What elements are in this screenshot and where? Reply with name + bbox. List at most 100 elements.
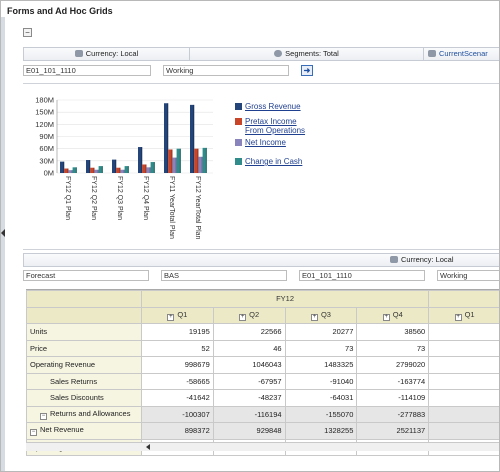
bar-shade bbox=[71, 170, 73, 173]
data-cell[interactable]: 19195 bbox=[140, 323, 214, 341]
row-header[interactable]: Units bbox=[26, 323, 142, 341]
y-tick-label: 180M bbox=[35, 96, 54, 105]
column-label: Q1 bbox=[177, 309, 188, 319]
expand-icon[interactable]: + bbox=[167, 313, 175, 321]
grid-table: FY12 + Q1 + Q2 + Q3 + Q4 + Q1 Units 19195 22566 2027… bbox=[26, 290, 499, 456]
data-cell[interactable]: 1483325 bbox=[284, 356, 358, 374]
go-button[interactable]: ➜ bbox=[301, 65, 313, 76]
data-cell[interactable]: 20277 bbox=[284, 323, 358, 341]
pov-segments[interactable]: Segments: Total bbox=[190, 48, 424, 60]
data-cell[interactable] bbox=[428, 405, 499, 423]
row-header[interactable]: Operating Revenue bbox=[26, 356, 142, 374]
bar-pretax-income-from-operations bbox=[168, 149, 173, 173]
collapse-left-icon[interactable] bbox=[1, 229, 5, 237]
data-cell[interactable] bbox=[428, 389, 499, 407]
scenario-select[interactable]: Forecast ▼ bbox=[23, 270, 149, 281]
pov-scenario[interactable]: CurrentScenar bbox=[428, 48, 499, 60]
expand-icon[interactable]: + bbox=[454, 313, 462, 321]
bar-pretax-income-from-operations bbox=[194, 148, 199, 173]
y-tick-label: 60M bbox=[39, 144, 54, 153]
data-cell[interactable]: 46 bbox=[212, 339, 286, 357]
data-cell[interactable]: 52 bbox=[140, 339, 214, 357]
dimension-icon bbox=[428, 50, 436, 57]
bar-gross-revenue bbox=[112, 159, 117, 173]
data-cell[interactable]: -91040 bbox=[284, 372, 358, 390]
collapse-icon[interactable]: − bbox=[40, 412, 47, 420]
column-label: Q4 bbox=[392, 309, 403, 319]
data-cell[interactable]: 2521137 bbox=[356, 422, 430, 440]
expand-icon[interactable]: + bbox=[239, 313, 247, 321]
legend-link[interactable]: Gross Revenue bbox=[245, 102, 301, 111]
data-cell[interactable]: 998679 bbox=[140, 356, 214, 374]
row-label: Sales Discounts bbox=[50, 393, 104, 403]
data-cell[interactable]: 1046043 bbox=[212, 356, 286, 374]
column-header-q2[interactable]: + Q2 bbox=[212, 306, 286, 324]
data-cell[interactable]: 38560 bbox=[356, 323, 430, 341]
bar-shade bbox=[119, 167, 121, 173]
bas-select[interactable]: BAS ▼ bbox=[161, 270, 287, 281]
column-header-q1[interactable]: + Q1 bbox=[140, 306, 214, 324]
left-splitter[interactable] bbox=[1, 17, 5, 471]
collapse-icon[interactable]: − bbox=[23, 28, 32, 37]
data-cell[interactable]: -100307 bbox=[140, 405, 214, 423]
data-cell[interactable]: 898372 bbox=[140, 422, 214, 440]
legend-swatch bbox=[235, 118, 242, 125]
column-header-q3[interactable]: + Q3 bbox=[284, 306, 358, 324]
bar-gross-revenue bbox=[60, 161, 65, 173]
year-header-next[interactable] bbox=[428, 290, 499, 308]
data-cell[interactable] bbox=[428, 372, 499, 390]
entity-select-bottom[interactable]: E01_101_1110 ▼ bbox=[299, 270, 425, 281]
data-cell[interactable]: 22566 bbox=[212, 323, 286, 341]
data-cell[interactable]: -163774 bbox=[356, 372, 430, 390]
x-tick-label: FY12 Q3 Plan bbox=[116, 176, 123, 220]
data-cell[interactable] bbox=[428, 339, 499, 357]
pov-currency[interactable]: Currency: Local bbox=[24, 48, 190, 60]
data-cell[interactable]: -48237 bbox=[212, 389, 286, 407]
data-cell[interactable]: 73 bbox=[356, 339, 430, 357]
legend-swatch bbox=[235, 103, 242, 110]
bar-shade bbox=[93, 167, 95, 173]
version-select[interactable]: Working ▼ bbox=[163, 65, 289, 76]
data-cell[interactable]: -64031 bbox=[284, 389, 358, 407]
row-header[interactable]: Price bbox=[26, 339, 142, 357]
collapse-icon[interactable]: − bbox=[30, 429, 37, 437]
pov-currency-bottom[interactable]: Currency: Local bbox=[388, 254, 499, 266]
dimension-icon bbox=[390, 256, 398, 263]
horizontal-scrollbar[interactable] bbox=[26, 442, 499, 451]
legend-link[interactable]: Net Income bbox=[245, 138, 286, 147]
row-header[interactable]: Sales Discounts bbox=[26, 389, 142, 407]
data-cell[interactable]: -277883 bbox=[356, 405, 430, 423]
data-cell[interactable]: 929848 bbox=[212, 422, 286, 440]
row-header[interactable]: − Returns and Allowances bbox=[26, 405, 142, 423]
year-header[interactable]: FY12 bbox=[140, 290, 430, 308]
version-select-bottom[interactable]: Working bbox=[437, 270, 499, 281]
data-cell[interactable]: 73 bbox=[284, 339, 358, 357]
bar-shade bbox=[141, 147, 143, 173]
expand-icon[interactable]: + bbox=[382, 313, 390, 321]
column-header-q4[interactable]: + Q4 bbox=[356, 306, 430, 324]
scroll-left-icon[interactable] bbox=[146, 444, 150, 450]
data-cell[interactable]: 1328255 bbox=[284, 422, 358, 440]
bar-shade bbox=[201, 156, 203, 173]
column-header-q1[interactable]: + Q1 bbox=[428, 306, 499, 324]
x-tick-label: FY11 YearTotal Plan bbox=[168, 176, 175, 239]
data-cell[interactable] bbox=[428, 356, 499, 374]
data-cell[interactable]: -116194 bbox=[212, 405, 286, 423]
data-cell[interactable]: -114109 bbox=[356, 389, 430, 407]
bar-shade bbox=[89, 160, 91, 173]
data-cell[interactable] bbox=[428, 422, 499, 440]
data-cell[interactable] bbox=[428, 323, 499, 341]
data-cell[interactable]: -58665 bbox=[140, 372, 214, 390]
row-label: Operating Revenue bbox=[30, 360, 96, 370]
data-cell[interactable]: 2799020 bbox=[356, 356, 430, 374]
expand-icon[interactable]: + bbox=[310, 313, 318, 321]
entity-select[interactable]: E01_101_1110 ▼ bbox=[23, 65, 151, 76]
legend-link[interactable]: Change in Cash bbox=[245, 157, 303, 166]
data-cell[interactable]: -41642 bbox=[140, 389, 214, 407]
row-header[interactable]: − Net Revenue bbox=[26, 422, 142, 440]
data-cell[interactable]: -67957 bbox=[212, 372, 286, 390]
row-header[interactable]: Sales Returns bbox=[26, 372, 142, 390]
data-cell[interactable]: -155070 bbox=[284, 405, 358, 423]
legend-link[interactable]: Pretax Income From Operations bbox=[245, 117, 306, 135]
